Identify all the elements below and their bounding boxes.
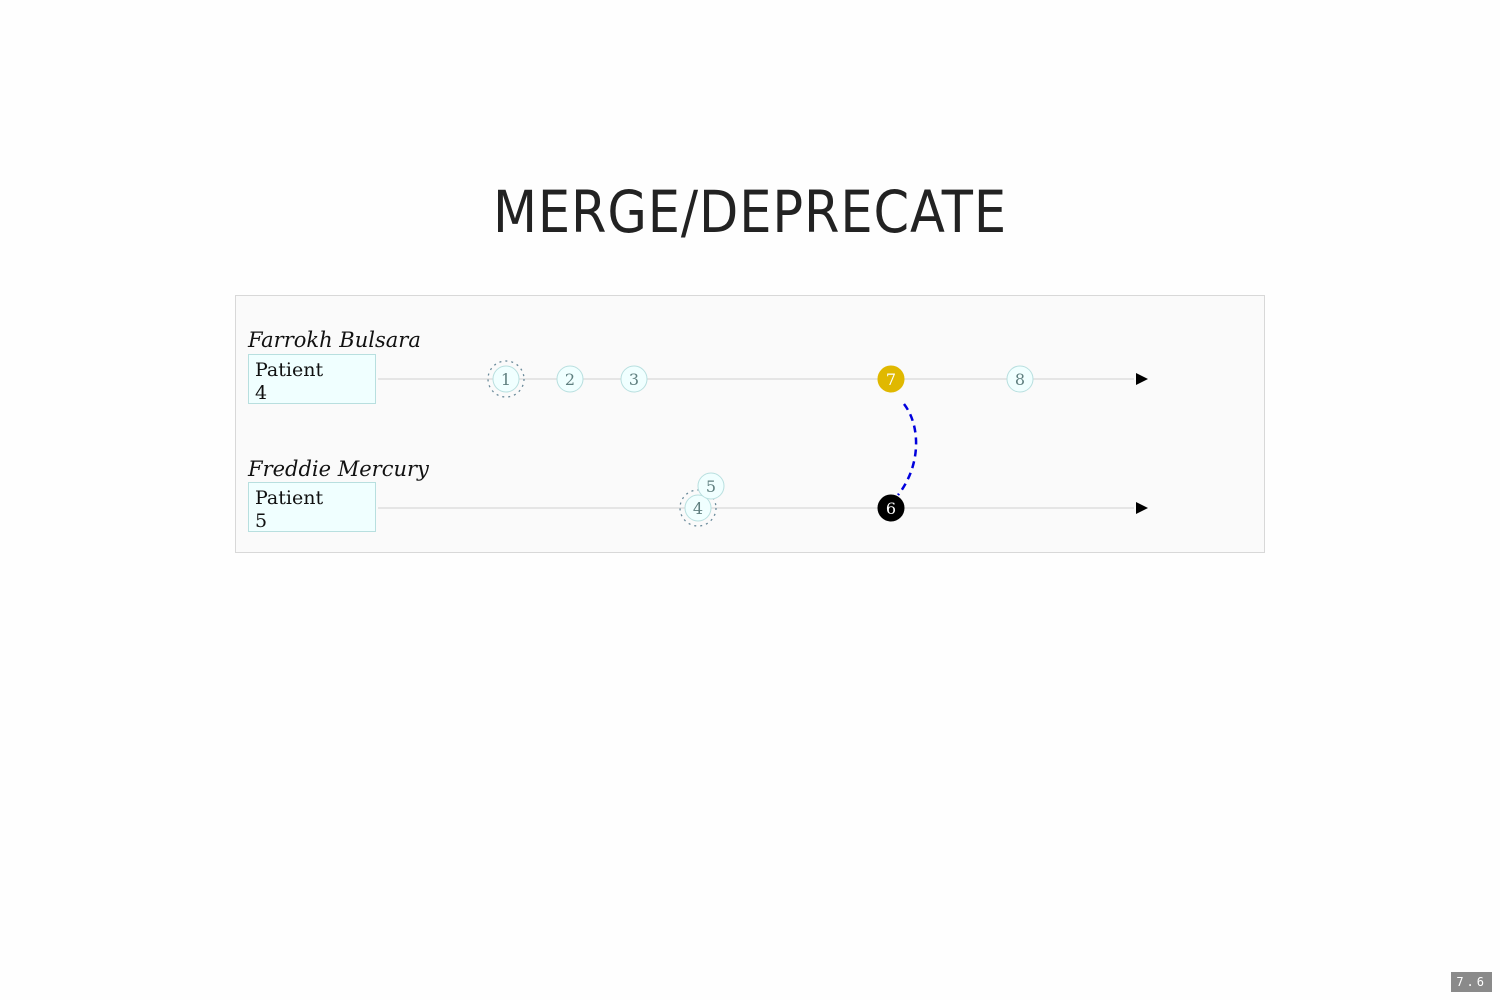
- version-label-1: 1: [501, 370, 511, 389]
- version-label-2: 2: [565, 370, 575, 389]
- slide-title: MERGE/DEPRECATE: [492, 178, 1008, 246]
- version-circle-1: [492, 365, 520, 393]
- lane-name-2: Freddie Mercury: [248, 457, 429, 481]
- version-node-5[interactable]: 5: [697, 472, 725, 500]
- resource-type-2: Patient: [255, 487, 324, 509]
- resource-box-2[interactable]: Patient 5: [248, 482, 376, 532]
- version-label-5: 5: [706, 477, 716, 496]
- version-label-6: 6: [886, 499, 896, 518]
- timeline-arrow-1: [1136, 373, 1148, 385]
- version-node-3[interactable]: 3: [620, 365, 648, 393]
- merge-link: [897, 403, 918, 496]
- diagram-panel: Farrokh Bulsara Patient 4 Freddie Mercur…: [235, 295, 1265, 553]
- version-circle-7: [877, 365, 905, 393]
- version-circle-2: [556, 365, 584, 393]
- resource-type-1: Patient: [255, 359, 324, 381]
- version-diagram: 1 2 3 7 8 45 6: [378, 360, 1148, 527]
- page-number: 7.6: [1451, 972, 1492, 992]
- version-node-7[interactable]: 7: [877, 365, 905, 393]
- version-node-1[interactable]: 1: [487, 360, 525, 398]
- resource-box-1[interactable]: Patient 4: [248, 354, 376, 404]
- lane-name-1: Farrokh Bulsara: [248, 328, 421, 352]
- version-label-8: 8: [1015, 370, 1025, 389]
- version-label-7: 7: [886, 370, 896, 389]
- version-circle-3: [620, 365, 648, 393]
- version-node-4[interactable]: 4: [679, 489, 717, 527]
- version-node-8[interactable]: 8: [1006, 365, 1034, 393]
- resource-id-1: 4: [255, 382, 268, 404]
- resource-id-2: 5: [255, 510, 268, 532]
- version-node-2[interactable]: 2: [556, 365, 584, 393]
- version-circle-8: [1006, 365, 1034, 393]
- version-circle-4: [684, 494, 712, 522]
- version-label-4: 4: [693, 499, 703, 518]
- timeline-arrow-2: [1136, 502, 1148, 514]
- deprecated-ring-1: [487, 360, 525, 398]
- version-node-6[interactable]: 6: [877, 494, 905, 522]
- version-circle-6: [877, 494, 905, 522]
- deprecated-ring-4: [679, 489, 717, 527]
- version-label-3: 3: [629, 370, 639, 389]
- version-circle-5: [697, 472, 725, 500]
